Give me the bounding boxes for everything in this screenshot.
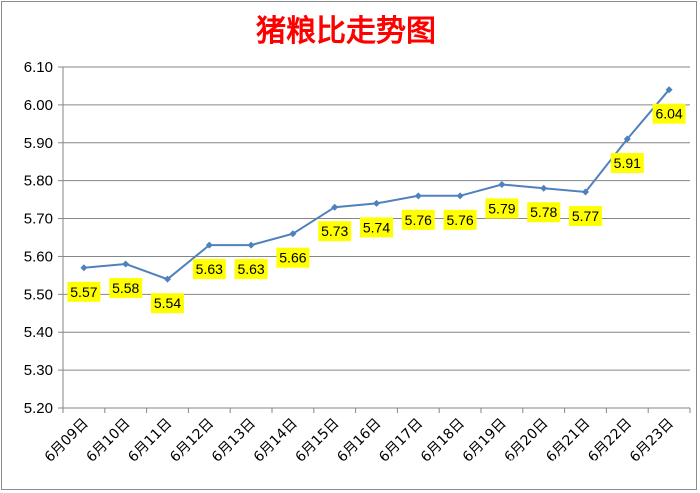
data-label-text: 5.77	[572, 208, 599, 224]
x-tick-label: 6月11日	[125, 416, 175, 466]
x-tick-label: 6月14日	[251, 416, 301, 466]
data-label-bg	[401, 209, 435, 230]
data-label: 5.76	[401, 209, 435, 230]
x-tick-label: 6月17日	[376, 416, 426, 466]
axes	[58, 66, 691, 413]
x-tick-label: 6月19日	[460, 416, 510, 466]
data-point	[164, 275, 171, 283]
data-label-bg	[318, 221, 352, 242]
data-label-text: 5.63	[237, 261, 264, 277]
data-label-text: 5.63	[196, 261, 223, 277]
data-label: 5.79	[485, 198, 519, 219]
data-points	[80, 86, 673, 283]
data-label: 5.76	[443, 209, 477, 230]
x-tick-label: 6月16日	[334, 416, 384, 466]
data-label: 6.04	[652, 103, 686, 124]
data-point	[80, 264, 88, 272]
data-label-text: 5.76	[405, 212, 432, 228]
data-label-bg	[485, 198, 519, 219]
y-tick-label: 5.20	[24, 400, 53, 417]
data-point	[373, 199, 380, 207]
x-tick-label: 6月13日	[209, 416, 259, 466]
data-label: 5.63	[192, 259, 226, 280]
data-label-bg	[151, 293, 184, 314]
y-tick-label: 5.50	[24, 286, 53, 303]
y-tick-label: 5.70	[24, 211, 53, 228]
data-point	[122, 260, 130, 268]
data-label: 5.73	[318, 221, 352, 242]
data-label-text: 5.79	[488, 200, 515, 216]
data-label: 5.63	[234, 259, 268, 280]
wechat-icon	[479, 454, 504, 474]
data-label-text: 5.91	[614, 155, 641, 171]
data-label-bg	[569, 206, 602, 227]
y-tick-label: 5.60	[24, 248, 53, 265]
y-tick-label: 6.00	[24, 97, 53, 114]
data-label: 5.57	[67, 281, 101, 302]
x-tick-label: 6月12日	[167, 416, 217, 466]
data-label-text: 5.76	[446, 212, 473, 228]
data-label-bg	[360, 217, 393, 238]
data-point	[623, 135, 631, 143]
data-point	[456, 192, 464, 200]
data-label: 5.91	[610, 152, 644, 173]
data-label-bg	[67, 281, 101, 302]
data-label: 5.58	[109, 278, 143, 299]
data-labels: 5.57 5.58 5.54 5.63 5.63 5.66 5.73 5.74 5.76 5.76…	[67, 103, 686, 314]
data-label-text: 5.57	[70, 284, 97, 300]
data-label: 5.66	[276, 247, 310, 268]
data-point	[414, 192, 422, 200]
data-label-bg	[109, 278, 143, 299]
data-point	[331, 203, 339, 211]
y-tick-label: 5.90	[24, 135, 53, 152]
data-point	[582, 188, 589, 196]
data-label-bg	[610, 152, 644, 173]
y-tick-label: 6.10	[24, 59, 53, 76]
x-tick-label: 6月18日	[418, 416, 468, 466]
data-label: 5.78	[527, 202, 561, 223]
y-tick-label: 5.40	[24, 324, 53, 341]
x-tick-label: 6月09日	[42, 416, 92, 466]
data-label-bg	[443, 209, 477, 230]
data-label-text: 5.73	[321, 223, 348, 239]
x-tick-label: 6月15日	[293, 416, 343, 466]
data-label-bg	[527, 202, 561, 223]
data-label-bg	[192, 259, 226, 280]
watermark-text: 微信号shengzhulage	[507, 458, 637, 473]
y-tick-label: 5.80	[24, 173, 53, 190]
data-label-bg	[234, 259, 268, 280]
data-label: 5.54	[151, 293, 184, 314]
data-label-bg	[652, 103, 686, 124]
data-point	[498, 180, 506, 188]
watermark: 微信号shengzhulage	[479, 454, 637, 474]
data-label-text: 5.58	[112, 280, 139, 296]
data-label-text: 5.54	[154, 295, 181, 311]
data-point	[289, 230, 297, 238]
data-label-bg	[276, 247, 310, 268]
y-tick-labels: 5.20 5.30 5.40 5.50 5.60 5.70 5.80 5.90 6.00 6.10	[24, 59, 53, 417]
data-label: 5.77	[569, 206, 602, 227]
data-label-text: 5.66	[279, 250, 306, 266]
data-point	[665, 86, 673, 94]
data-label-text: 6.04	[655, 106, 682, 122]
x-tick-label: 6月10日	[84, 416, 134, 466]
data-label-text: 5.74	[363, 219, 390, 235]
chart-title: 猪粮比走势图	[256, 14, 436, 49]
data-label-text: 5.78	[530, 204, 557, 220]
series-line	[83, 89, 670, 281]
data-point	[540, 184, 548, 192]
data-label: 5.74	[360, 217, 393, 238]
data-point	[205, 241, 213, 249]
y-tick-label: 5.30	[24, 362, 53, 379]
data-point	[247, 241, 255, 249]
